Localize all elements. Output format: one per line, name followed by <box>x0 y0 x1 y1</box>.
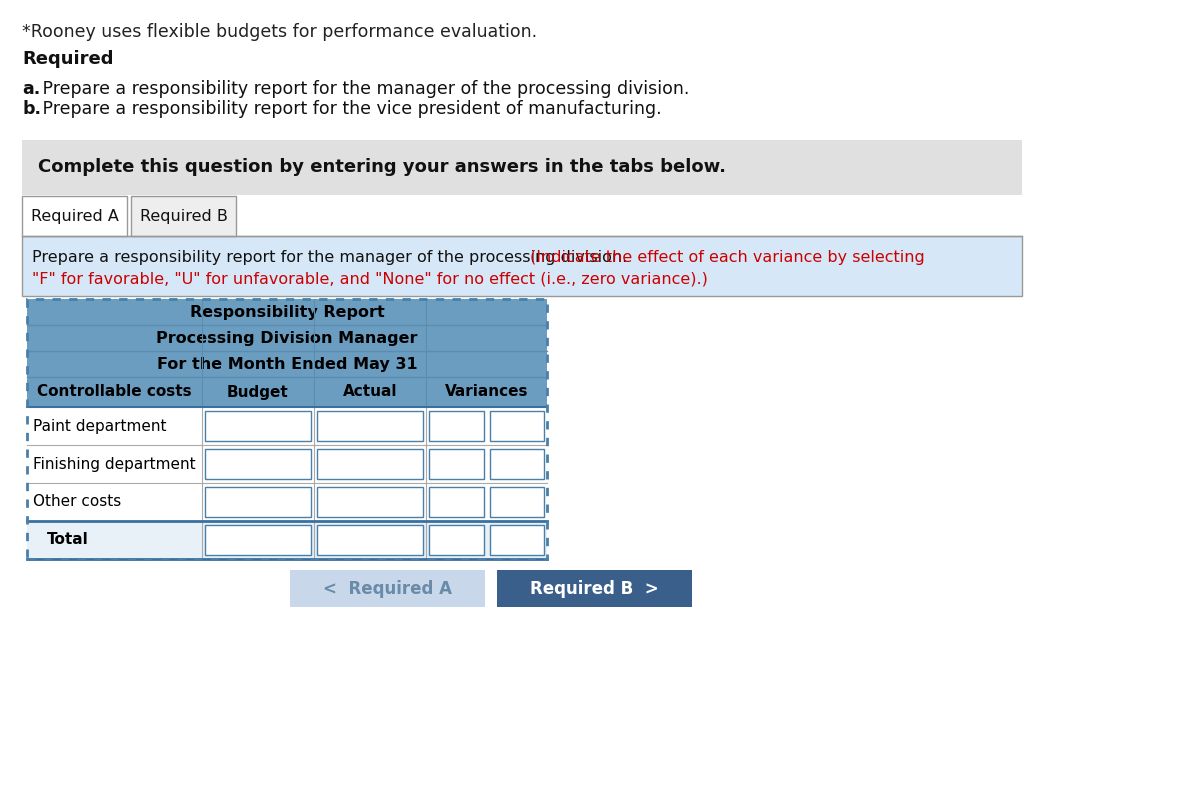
Text: Paint department: Paint department <box>34 418 167 433</box>
FancyBboxPatch shape <box>205 449 311 479</box>
FancyBboxPatch shape <box>205 525 311 555</box>
Text: (Indicate the effect of each variance by selecting: (Indicate the effect of each variance by… <box>530 250 924 265</box>
FancyBboxPatch shape <box>28 299 547 407</box>
FancyBboxPatch shape <box>490 525 544 555</box>
Text: Required B  >: Required B > <box>530 579 659 598</box>
Text: Variances: Variances <box>445 385 528 400</box>
Text: b.: b. <box>22 100 41 118</box>
FancyBboxPatch shape <box>28 299 547 559</box>
FancyBboxPatch shape <box>497 570 692 607</box>
Text: Processing Division Manager: Processing Division Manager <box>156 330 418 346</box>
Text: Required A: Required A <box>30 208 119 223</box>
Text: Prepare a responsibility report for the vice president of manufacturing.: Prepare a responsibility report for the … <box>37 100 661 118</box>
FancyBboxPatch shape <box>490 487 544 517</box>
FancyBboxPatch shape <box>490 449 544 479</box>
FancyBboxPatch shape <box>430 525 484 555</box>
FancyBboxPatch shape <box>28 407 547 445</box>
Text: Prepare a responsibility report for the manager of the processing division.: Prepare a responsibility report for the … <box>37 80 689 98</box>
Text: *Rooney uses flexible budgets for performance evaluation.: *Rooney uses flexible budgets for perfor… <box>22 23 538 41</box>
FancyBboxPatch shape <box>430 487 484 517</box>
FancyBboxPatch shape <box>28 483 547 521</box>
FancyBboxPatch shape <box>430 411 484 441</box>
Text: Finishing department: Finishing department <box>34 456 196 472</box>
Text: Complete this question by entering your answers in the tabs below.: Complete this question by entering your … <box>38 159 726 176</box>
FancyBboxPatch shape <box>317 487 424 517</box>
Text: a.: a. <box>22 80 41 98</box>
FancyBboxPatch shape <box>28 521 547 559</box>
Text: Other costs: Other costs <box>34 495 121 509</box>
Text: Budget: Budget <box>227 385 289 400</box>
Text: Actual: Actual <box>343 385 397 400</box>
Text: Required: Required <box>22 50 114 68</box>
Text: Responsibility Report: Responsibility Report <box>190 305 384 319</box>
Text: Required B: Required B <box>139 208 228 223</box>
FancyBboxPatch shape <box>22 236 1022 296</box>
FancyBboxPatch shape <box>317 411 424 441</box>
FancyBboxPatch shape <box>28 445 547 483</box>
Text: Prepare a responsibility report for the manager of the processing division.: Prepare a responsibility report for the … <box>32 250 632 265</box>
FancyBboxPatch shape <box>317 449 424 479</box>
FancyBboxPatch shape <box>430 449 484 479</box>
Text: <  Required A: < Required A <box>323 579 452 598</box>
Text: Total: Total <box>47 532 89 547</box>
Text: Controllable costs: Controllable costs <box>37 385 192 400</box>
FancyBboxPatch shape <box>490 411 544 441</box>
Text: "F" for favorable, "U" for unfavorable, and "None" for no effect (i.e., zero var: "F" for favorable, "U" for unfavorable, … <box>32 272 708 287</box>
FancyBboxPatch shape <box>290 570 485 607</box>
FancyBboxPatch shape <box>131 196 236 236</box>
FancyBboxPatch shape <box>22 140 1022 195</box>
FancyBboxPatch shape <box>205 487 311 517</box>
Text: For the Month Ended May 31: For the Month Ended May 31 <box>157 357 418 372</box>
FancyBboxPatch shape <box>317 525 424 555</box>
FancyBboxPatch shape <box>22 196 127 236</box>
FancyBboxPatch shape <box>205 411 311 441</box>
